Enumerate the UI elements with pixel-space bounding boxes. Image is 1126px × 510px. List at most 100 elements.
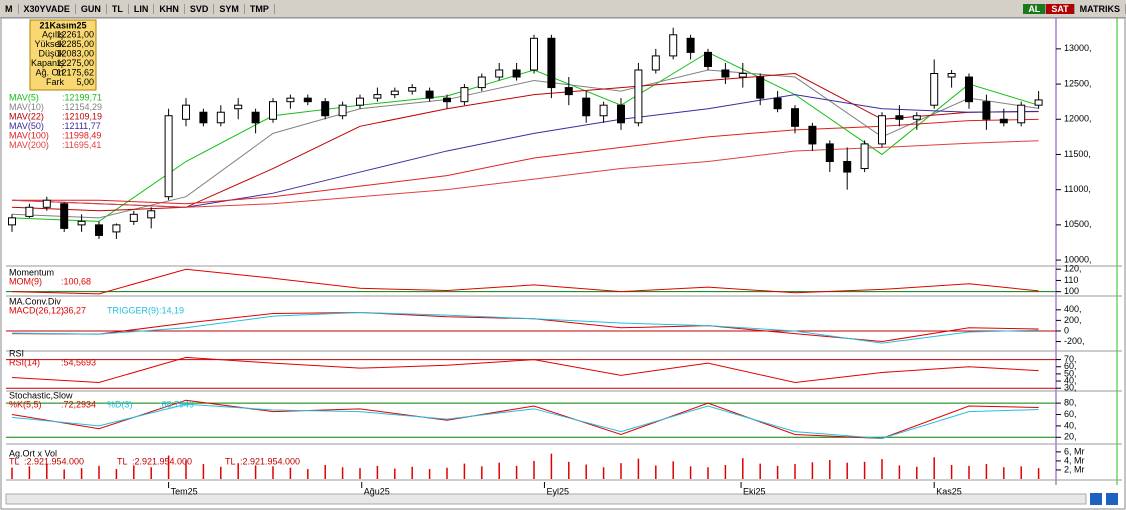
y-tick-label: 12000,	[1064, 114, 1092, 124]
volume-bar	[672, 461, 674, 479]
volume-bar	[620, 463, 622, 479]
candle-body	[147, 210, 156, 219]
toolbar-button[interactable]: LIN	[129, 3, 155, 14]
toolbar-button[interactable]: GUN	[76, 3, 107, 14]
legend-value: :68,7949	[159, 399, 194, 409]
buy-button[interactable]: AL	[1023, 3, 1047, 14]
volume-bar	[881, 459, 883, 479]
volume-bar	[150, 467, 152, 479]
volume-bar	[133, 465, 135, 479]
legend-value: :36,27	[61, 305, 86, 315]
candle-body	[582, 97, 591, 117]
sell-button[interactable]: SAT	[1046, 3, 1075, 14]
info-box	[29, 19, 97, 91]
volume-bar	[254, 465, 257, 479]
candle-body	[704, 51, 712, 67]
toolbar-button[interactable]: SYM	[214, 3, 245, 14]
x-tick-label: Tem25	[171, 486, 198, 496]
candle-body	[95, 224, 103, 236]
y-tick-label: 100	[1064, 286, 1079, 296]
legend-name: MAV(100)	[9, 130, 49, 140]
volume-bar	[272, 466, 274, 479]
legend-name: TL	[117, 456, 128, 466]
legend-name: MACD(26,12)	[9, 305, 64, 315]
volume-bar	[898, 465, 901, 479]
candle-body	[77, 220, 86, 226]
y-tick-label: 400,	[1064, 304, 1082, 314]
volume-bar	[324, 464, 326, 479]
volume-bar	[1003, 467, 1005, 479]
volume-bar	[394, 468, 396, 479]
candle-body	[895, 115, 904, 120]
volume-bar	[776, 465, 779, 479]
candle-body	[495, 69, 504, 78]
legend-value: :11998,49	[62, 130, 101, 140]
y-tick-label: 11000,	[1064, 184, 1091, 194]
legend-name: MOM(9)	[9, 276, 42, 286]
info-value: 12261,00	[56, 29, 94, 39]
volume-bar	[794, 464, 796, 479]
candle-body	[843, 161, 852, 173]
candle-body	[930, 73, 939, 106]
candle-body	[460, 87, 469, 103]
panel-title: Momentum	[9, 267, 54, 277]
legend-value: :54,5693	[61, 357, 96, 367]
y-tick-label: 60,	[1064, 409, 1077, 419]
legend-value: :11695,41	[62, 140, 101, 150]
volume-bar	[307, 469, 309, 479]
toolbar: M X30YVADE GUN TL LIN KHN SVD SYM TMP AL SAT MATRIK…	[0, 0, 1126, 18]
volume-bar	[185, 460, 187, 479]
brand: MATRIKS	[1075, 3, 1126, 14]
panel-title: Stochastic,Slow	[9, 390, 73, 400]
toolbar-button[interactable]: TMP	[245, 3, 275, 14]
legend-name: TL	[9, 456, 20, 466]
candle-body	[251, 111, 260, 124]
toolbar-button[interactable]: SVD	[185, 3, 215, 14]
candle-body	[808, 125, 817, 145]
volume-bar	[428, 469, 431, 479]
candle-body	[773, 97, 782, 110]
legend-value: :2.921.954.000	[132, 456, 192, 466]
legend-value: :72,2934	[61, 399, 96, 409]
volume-bar	[376, 465, 379, 479]
candle-body	[1017, 104, 1026, 124]
candle-body	[8, 217, 16, 226]
legend-name: TL	[225, 456, 236, 466]
panel-title: MA.Conv.Div	[9, 296, 61, 306]
volume-bar	[707, 467, 709, 479]
panel-title: RSI	[9, 348, 24, 358]
toolbar-button[interactable]: KHN	[154, 3, 185, 14]
candle-body	[617, 104, 625, 124]
volume-bar	[498, 462, 500, 479]
volume-bar	[846, 462, 848, 479]
legend-name: MAV(10)	[9, 102, 44, 112]
volume-bar	[46, 464, 48, 479]
candle-body	[669, 34, 678, 57]
candle-body	[42, 199, 51, 208]
candle-body	[477, 76, 486, 89]
volume-bar	[568, 461, 570, 479]
y-tick-label: 4, Mr	[1064, 455, 1085, 465]
volume-bar	[341, 467, 344, 479]
legend-name: MAV(22)	[9, 111, 44, 121]
volume-bar	[933, 457, 935, 479]
info-label: Yüksek	[34, 39, 64, 49]
y-tick-label: 20,	[1064, 432, 1077, 442]
y-tick-label: 80,	[1064, 398, 1077, 408]
info-label: Açılış	[42, 29, 65, 39]
legend-value: :12109,19	[62, 111, 102, 121]
volume-bar	[359, 468, 361, 479]
info-label: Ağ. Ort	[35, 67, 64, 77]
volume-bar	[481, 466, 483, 479]
volume-bar	[237, 463, 239, 479]
indicator-line	[11, 311, 1039, 344]
toolbar-button[interactable]: TL	[107, 3, 129, 14]
legend-value: :12111,77	[62, 121, 101, 131]
logo: M	[0, 3, 19, 14]
candle-body	[947, 73, 956, 78]
candle-body	[651, 55, 660, 71]
candle-body	[164, 115, 173, 198]
volume-bar	[550, 453, 553, 479]
candle-body	[547, 37, 556, 89]
volume-bar	[602, 467, 605, 479]
